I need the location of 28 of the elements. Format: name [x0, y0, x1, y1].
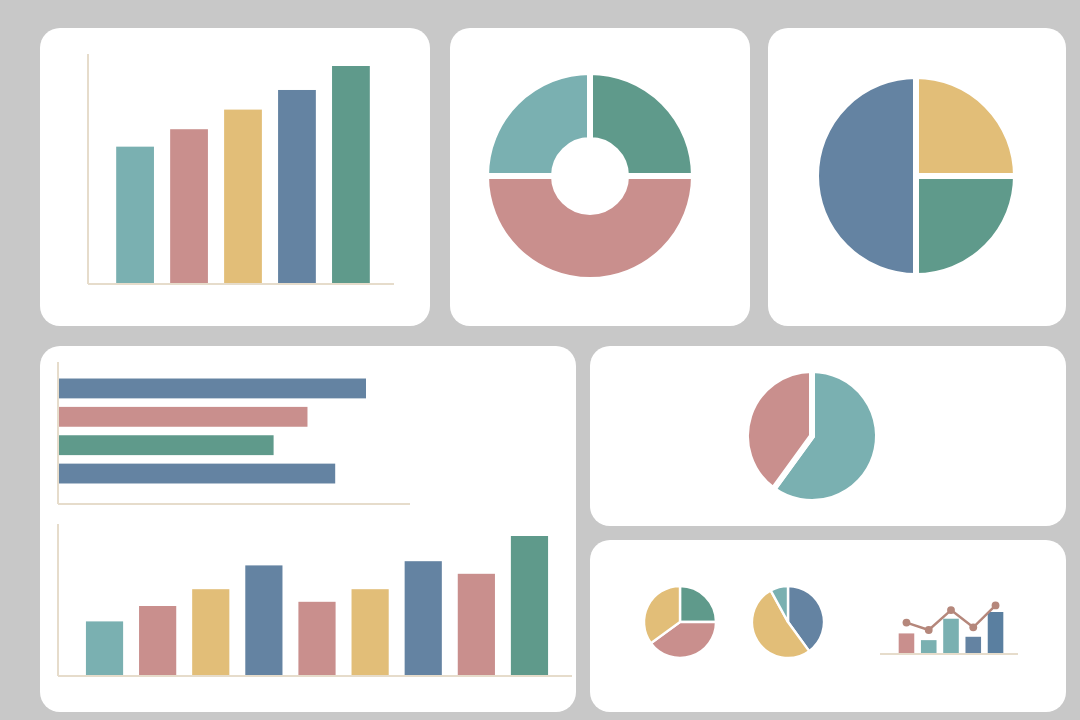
bar	[987, 612, 1004, 654]
bar	[245, 565, 283, 676]
bar	[192, 589, 230, 676]
point	[902, 618, 911, 627]
bar	[58, 406, 308, 427]
bar	[965, 636, 982, 654]
point	[969, 623, 978, 632]
bar	[920, 640, 937, 654]
bar	[58, 463, 336, 484]
bar	[943, 618, 959, 654]
bar	[298, 601, 336, 676]
bar	[898, 633, 915, 654]
bar	[457, 573, 495, 676]
bar	[404, 561, 442, 676]
bar	[116, 146, 154, 284]
point	[947, 606, 955, 614]
bar	[58, 435, 274, 456]
bar	[332, 66, 370, 284]
bar	[170, 129, 208, 284]
bar	[224, 109, 262, 284]
bar	[58, 378, 366, 399]
bar	[139, 606, 177, 676]
point	[924, 626, 933, 634]
bar	[351, 589, 389, 676]
bar	[278, 89, 316, 284]
point	[991, 601, 1000, 610]
bar	[510, 536, 549, 676]
bar	[85, 621, 124, 676]
